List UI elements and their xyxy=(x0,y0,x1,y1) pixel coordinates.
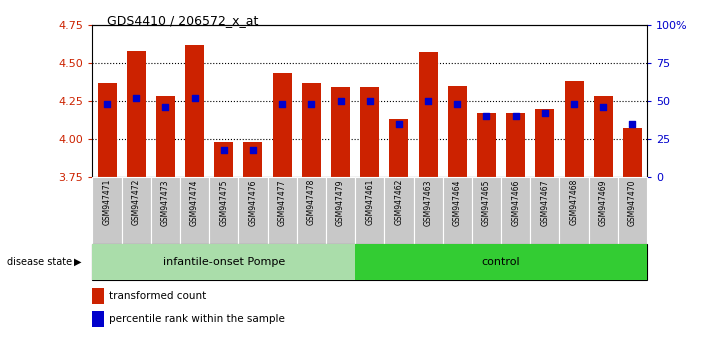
Bar xyxy=(472,177,501,244)
Bar xyxy=(238,177,267,244)
Bar xyxy=(477,113,496,177)
Bar xyxy=(443,177,472,244)
Bar xyxy=(360,87,379,177)
Bar xyxy=(127,51,146,177)
Bar xyxy=(355,244,647,280)
Bar xyxy=(589,177,618,244)
Bar xyxy=(594,96,613,177)
Bar xyxy=(267,177,296,244)
Point xyxy=(160,104,171,110)
Text: ▶: ▶ xyxy=(74,257,82,267)
Text: GSM947466: GSM947466 xyxy=(511,179,520,225)
Text: disease state: disease state xyxy=(7,257,73,267)
Text: GSM947473: GSM947473 xyxy=(161,179,170,225)
Text: GSM947479: GSM947479 xyxy=(336,179,345,225)
Text: GSM947470: GSM947470 xyxy=(628,179,637,225)
Bar xyxy=(296,177,326,244)
Text: GSM947469: GSM947469 xyxy=(599,179,608,225)
Bar xyxy=(214,142,233,177)
Bar xyxy=(122,177,151,244)
Bar xyxy=(92,311,104,327)
Text: GSM947468: GSM947468 xyxy=(570,179,579,225)
Bar xyxy=(92,244,355,280)
Text: infantile-onset Pompe: infantile-onset Pompe xyxy=(163,257,285,267)
Point xyxy=(451,101,463,107)
Point xyxy=(568,101,579,107)
Point xyxy=(218,147,230,153)
Text: GSM947465: GSM947465 xyxy=(482,179,491,225)
Point xyxy=(539,110,550,116)
Bar xyxy=(390,119,408,177)
Text: GSM947476: GSM947476 xyxy=(248,179,257,225)
Bar xyxy=(618,177,647,244)
Bar xyxy=(302,82,321,177)
Bar xyxy=(355,177,385,244)
Bar xyxy=(331,87,350,177)
Bar xyxy=(151,177,180,244)
Point xyxy=(597,104,609,110)
Bar xyxy=(156,96,175,177)
Bar xyxy=(243,142,262,177)
Text: GSM947475: GSM947475 xyxy=(219,179,228,225)
Point xyxy=(422,98,434,104)
Text: GSM947463: GSM947463 xyxy=(424,179,432,225)
Bar xyxy=(92,288,104,304)
Bar xyxy=(501,177,530,244)
Point xyxy=(189,95,201,101)
Point xyxy=(510,113,521,119)
Bar xyxy=(535,108,555,177)
Text: GSM947474: GSM947474 xyxy=(190,179,199,225)
Text: GSM947471: GSM947471 xyxy=(102,179,112,225)
Bar xyxy=(530,177,560,244)
Bar xyxy=(419,52,437,177)
Text: transformed count: transformed count xyxy=(109,291,207,301)
Point xyxy=(102,101,113,107)
Bar xyxy=(623,128,642,177)
Point xyxy=(626,121,638,126)
Bar xyxy=(326,177,355,244)
Bar xyxy=(97,82,117,177)
Bar xyxy=(185,45,204,177)
Point xyxy=(364,98,375,104)
Bar xyxy=(414,177,443,244)
Text: GSM947467: GSM947467 xyxy=(540,179,550,225)
Bar xyxy=(506,113,525,177)
Point xyxy=(481,113,492,119)
Bar xyxy=(565,81,584,177)
Text: GSM947464: GSM947464 xyxy=(453,179,461,225)
Bar xyxy=(385,177,414,244)
Text: GDS4410 / 206572_x_at: GDS4410 / 206572_x_at xyxy=(107,14,258,27)
Text: percentile rank within the sample: percentile rank within the sample xyxy=(109,314,285,324)
Text: GSM947462: GSM947462 xyxy=(395,179,403,225)
Point xyxy=(393,121,405,126)
Point xyxy=(131,95,142,101)
Point xyxy=(247,147,259,153)
Text: GSM947477: GSM947477 xyxy=(278,179,287,225)
Point xyxy=(277,101,288,107)
Bar xyxy=(448,86,466,177)
Point xyxy=(335,98,346,104)
Bar xyxy=(560,177,589,244)
Bar xyxy=(209,177,238,244)
Bar xyxy=(180,177,209,244)
Bar xyxy=(92,177,122,244)
Text: GSM947478: GSM947478 xyxy=(307,179,316,225)
Text: GSM947472: GSM947472 xyxy=(132,179,141,225)
Bar xyxy=(272,74,292,177)
Text: control: control xyxy=(482,257,520,267)
Text: GSM947461: GSM947461 xyxy=(365,179,374,225)
Point xyxy=(306,101,317,107)
